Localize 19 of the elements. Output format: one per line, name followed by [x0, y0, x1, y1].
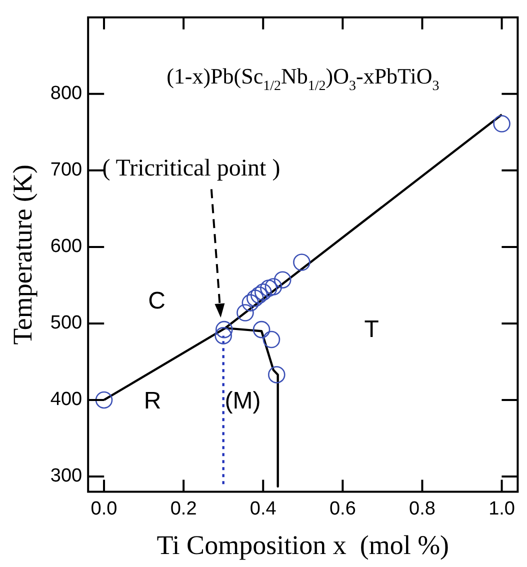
annotation: R: [144, 387, 162, 414]
x-tick-label: 0.8: [409, 498, 436, 520]
x-tick-label: 0.2: [170, 498, 197, 520]
y-axis-title: Temperature (K): [7, 164, 38, 345]
x-tick-label: 0.4: [250, 498, 277, 520]
annotation: ( Tricritical point ): [102, 156, 280, 182]
x-axis-title: Ti Composition x (mol %): [156, 530, 450, 560]
x-tick-label: 0.0: [90, 498, 118, 520]
annotation: T: [364, 316, 380, 344]
y-tick-label: 400: [50, 389, 82, 410]
y-tick-label: 700: [50, 160, 82, 181]
annotation: (M): [224, 387, 261, 414]
y-tick-label: 500: [50, 312, 82, 334]
x-tick-label: 0.6: [329, 498, 356, 520]
y-tick-label: 600: [50, 236, 82, 258]
annotation: C: [148, 288, 166, 315]
y-tick-label: 800: [50, 83, 82, 104]
y-tick-label: 300: [50, 466, 82, 487]
x-tick-label: 1.0: [488, 498, 515, 520]
